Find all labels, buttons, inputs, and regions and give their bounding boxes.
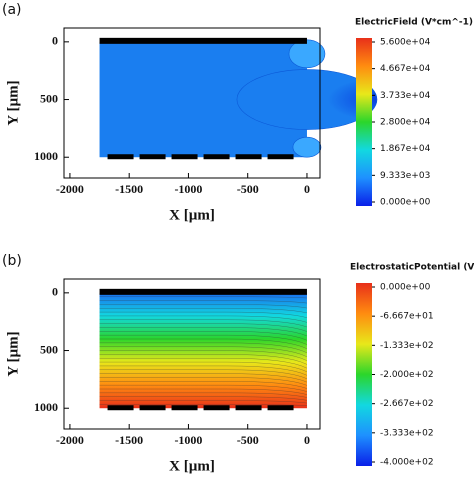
colorbar [356,38,372,206]
y-tick-label: 1000 [34,149,58,163]
contour-line [99,400,307,404]
x-tick-label: 0 [304,433,310,447]
colorbar [356,283,372,466]
y-axis-label: Y [µm] [5,80,21,125]
colorbar-tick-label: -3.333e+02 [380,428,434,438]
contour-line [99,342,308,353]
colorbar-tick-label: 0.000e+00 [380,198,431,208]
colorbar-tick-label: 3.733e+04 [380,91,431,101]
contour-line [99,388,308,395]
top-electrode [99,37,307,44]
bottom-electrode [139,405,166,411]
y-tick-label: 0 [52,34,58,48]
y-tick-label: 500 [40,342,58,356]
x-tick-label: -2000 [56,433,84,447]
x-tick-label: -1500 [115,182,143,196]
bottom-electrode [267,405,294,411]
x-tick-label: -1000 [174,182,202,196]
colorbar-tick-label: 5.600e+04 [380,38,431,48]
contour-line [99,377,308,386]
colorbar-tick-label: -4.000e+02 [380,458,434,468]
bottom-electrode [235,405,262,411]
x-tick-label: -1000 [174,433,202,447]
y-tick-label: 0 [52,285,58,299]
contour-line [99,396,307,401]
contour-line [99,346,308,357]
x-tick-label: 0 [304,182,310,196]
contour-line [99,319,308,328]
y-tick-label: 500 [40,91,58,105]
contour-line [99,311,308,318]
bottom-electrode [107,405,134,411]
contour-line [99,361,308,372]
contour-line [99,350,308,361]
colorbar-tick-label: -2.667e+02 [380,399,434,409]
bottom-electrode [203,405,230,411]
contour-line [99,331,308,341]
contour-line [99,365,308,376]
contour-line [99,354,308,365]
bottom-electrode [171,405,198,411]
colorbar-tick-label: -1.333e+02 [380,341,434,351]
bottom-electrode [203,154,230,160]
contour-line [99,381,308,389]
contour-line [99,315,308,323]
colorbar-tick-label: 1.867e+04 [380,144,431,154]
contour-line [99,392,308,398]
field-contour [292,136,322,158]
colorbar-title: ElectricField (V*cm^-1) [355,18,473,28]
contour-line [99,308,308,314]
colorbar-tick-label: 2.800e+04 [380,118,431,128]
x-tick-label: -1500 [115,433,143,447]
colorbar-title: ElectrostaticPotential (V) [350,263,474,273]
contour-line [99,296,307,299]
contour-line [99,369,308,379]
x-tick-label: -2000 [56,182,84,196]
bottom-electrode [267,154,294,160]
bottom-electrode [107,154,134,160]
x-axis-label: X [µm] [169,207,215,223]
x-tick-label: -500 [237,433,259,447]
contour-line [99,327,308,337]
bottom-electrode [235,154,262,160]
colorbar-tick-label: 9.333e+03 [380,171,430,181]
field-contour [236,69,378,130]
colorbar-tick-label: 0.000e+00 [380,283,431,293]
colorbar-tick-label: -2.000e+02 [380,370,434,380]
contour-line [99,384,308,392]
contour-line [99,300,307,304]
contour-line [99,304,307,309]
colorbar-tick-label: 4.667e+04 [380,64,431,74]
y-axis-label: Y [µm] [5,331,21,376]
bottom-electrode [139,154,166,160]
plot-frame [63,27,321,179]
x-tick-label: -500 [237,182,259,196]
panel-label: (b) [2,253,22,269]
bottom-electrode [171,154,198,160]
contour-line [99,373,308,383]
contour-line [99,404,307,406]
x-axis-label: X [µm] [169,458,215,474]
contour-line [99,334,308,345]
contour-line [99,323,308,332]
contour-line [99,358,308,369]
y-tick-label: 1000 [34,400,58,414]
top-electrode [99,288,307,295]
colorbar-tick-label: -6.667e+01 [380,312,434,322]
panel-label: (a) [2,2,22,18]
contour-line [99,338,308,349]
plot-frame [63,278,321,430]
